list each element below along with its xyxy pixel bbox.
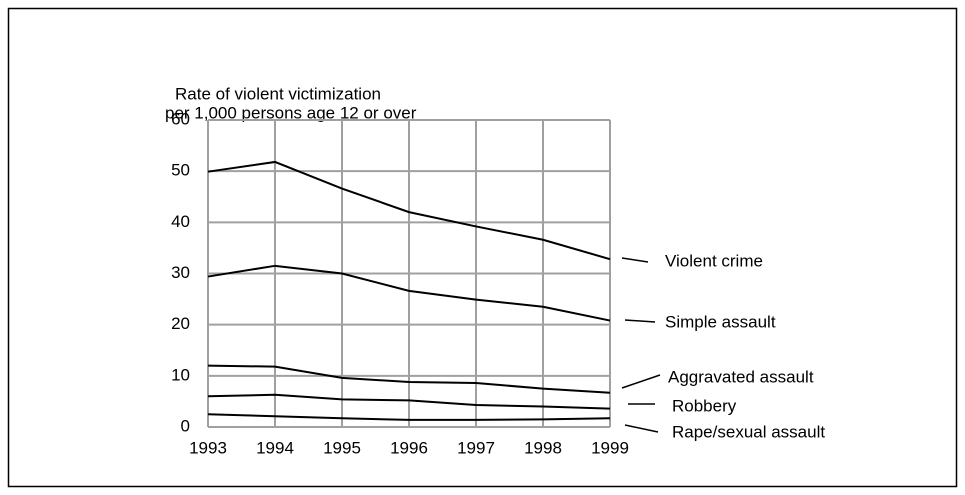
y-tick-label: 60: [171, 109, 190, 128]
x-tick-label: 1997: [457, 438, 495, 457]
series-line: [207, 393, 611, 410]
series-line: [207, 264, 611, 322]
x-tick-label: 1995: [323, 438, 361, 457]
series-line: [207, 413, 611, 421]
x-tick-label: 1996: [390, 438, 428, 457]
legend-label: Simple assault: [665, 312, 776, 331]
y-axis-title: per 1,000 persons age 12 or over: [165, 103, 417, 122]
x-tick-label: 1998: [524, 438, 562, 457]
series-line: [207, 364, 611, 394]
x-tick-label: 1994: [256, 438, 294, 457]
x-tick-label: 1993: [189, 438, 227, 457]
legend-label: Robbery: [672, 396, 737, 415]
series-line: [207, 160, 611, 261]
x-tick-label: 1999: [591, 438, 629, 457]
legend-leader: [624, 319, 656, 323]
legend-label: Aggravated assault: [668, 367, 814, 386]
y-tick-label: 10: [171, 365, 190, 384]
legend-leader: [624, 424, 659, 433]
frame: [7, 7, 958, 488]
y-tick-label: 20: [171, 314, 190, 333]
y-tick-label: 50: [171, 161, 190, 180]
y-tick-label: 0: [181, 416, 190, 435]
y-tick-label: 30: [171, 263, 190, 282]
y-axis-title: Rate of violent victimization: [175, 84, 381, 103]
legend-label: Rape/sexual assault: [672, 422, 825, 441]
y-tick-label: 40: [171, 212, 190, 231]
legend-label: Violent crime: [665, 251, 763, 270]
legend-leader: [621, 374, 661, 389]
legend-leader: [621, 257, 649, 263]
